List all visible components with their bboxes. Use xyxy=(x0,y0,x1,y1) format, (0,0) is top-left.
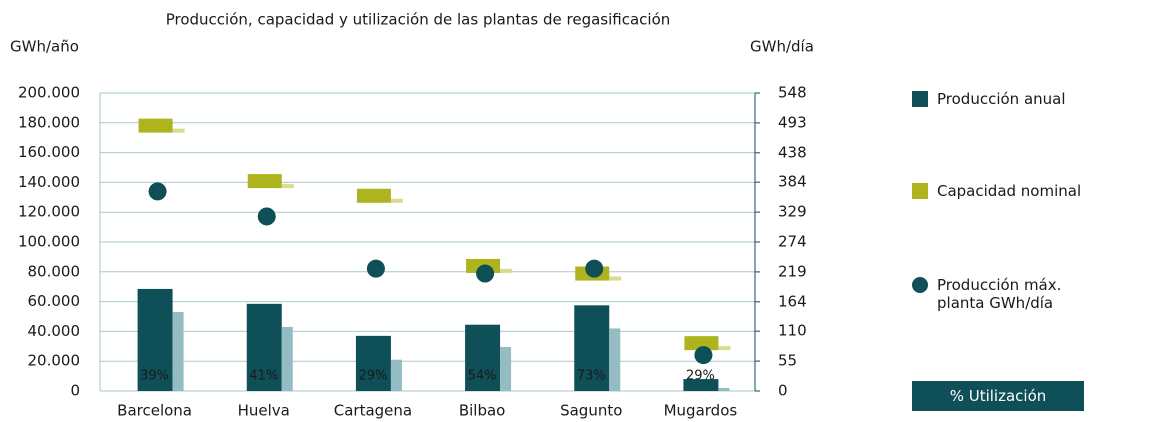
bar xyxy=(718,388,730,391)
x-tick-label: Sagunto xyxy=(560,402,622,420)
max-production-dot xyxy=(476,264,495,283)
y-tick-label: 160.000 xyxy=(18,143,80,161)
bar xyxy=(355,335,391,391)
utilization-label: 39% xyxy=(140,369,169,384)
y-tick-label: 80.000 xyxy=(28,262,81,280)
legend-entry: Producción máx. planta GWh/día xyxy=(912,276,1152,312)
y2-tick-label: 548 xyxy=(778,84,807,102)
y2-tick-label: 438 xyxy=(778,143,807,161)
capacity-shadow xyxy=(281,184,294,189)
capacity-shadow xyxy=(390,198,403,203)
legend-utilization: % Utilización xyxy=(912,381,1084,411)
utilization-label: 54% xyxy=(468,369,497,384)
capacity-marker xyxy=(356,188,391,203)
x-tick-label: Huelva xyxy=(238,402,290,420)
legend-swatch xyxy=(912,183,928,199)
capacity-shadow xyxy=(609,276,622,281)
max-production-dot xyxy=(694,346,713,365)
y2-tick-label: 110 xyxy=(778,322,807,340)
bar xyxy=(574,305,610,391)
capacity-marker xyxy=(138,118,173,133)
capacity-marker xyxy=(247,174,282,189)
x-tick-label: Barcelona xyxy=(117,402,192,420)
max-production-dot xyxy=(148,182,167,201)
y2-tick-label: 384 xyxy=(778,173,807,191)
bar xyxy=(609,328,621,391)
utilization-label: 29% xyxy=(358,369,387,384)
utilization-label: 29% xyxy=(686,369,715,384)
y-tick-label: 140.000 xyxy=(18,173,80,191)
y2-tick-label: 219 xyxy=(778,262,807,280)
y2-tick-label: 0 xyxy=(778,382,788,400)
bar xyxy=(137,288,173,391)
x-tick-label: Cartagena xyxy=(334,402,412,420)
y2-axis-label: GWh/día xyxy=(750,38,814,56)
bar xyxy=(281,326,293,391)
legend-label: Capacidad nominal xyxy=(937,182,1082,200)
max-production-dot xyxy=(257,207,276,226)
utilization-label: 41% xyxy=(249,369,278,384)
legend-swatch xyxy=(912,91,928,107)
max-production-dot xyxy=(366,259,385,278)
y-tick-label: 60.000 xyxy=(28,292,81,310)
bar xyxy=(683,379,719,391)
y-tick-label: 100.000 xyxy=(18,233,80,251)
legend-label: Producción anual xyxy=(937,90,1066,108)
x-tick-label: Mugardos xyxy=(664,402,738,420)
y-tick-label: 0 xyxy=(70,382,80,400)
bar xyxy=(246,303,282,391)
y2-tick-label: 329 xyxy=(778,203,807,221)
capacity-shadow xyxy=(172,128,185,133)
y2-tick-label: 493 xyxy=(778,113,807,131)
max-production-dot xyxy=(585,259,604,278)
capacity-shadow xyxy=(718,346,731,351)
y2-tick-label: 55 xyxy=(778,352,797,370)
y2-tick-label: 274 xyxy=(778,233,807,251)
capacity-marker xyxy=(684,336,719,351)
capacity-shadow xyxy=(500,268,513,273)
legend-entry: Producción anual xyxy=(912,90,1152,108)
y-tick-label: 180.000 xyxy=(18,113,80,131)
y-tick-label: 120.000 xyxy=(18,203,80,221)
legend-entry: Capacidad nominal xyxy=(912,182,1152,200)
legend-label: Producción máx. planta GWh/día xyxy=(937,276,1062,312)
y-tick-label: 40.000 xyxy=(28,322,81,340)
y-tick-label: 20.000 xyxy=(28,352,81,370)
legend-swatch xyxy=(912,277,928,293)
bar xyxy=(465,324,501,391)
y-axis-label: GWh/año xyxy=(10,38,79,56)
bar xyxy=(390,359,402,391)
utilization-label: 73% xyxy=(577,369,606,384)
x-tick-label: Bilbao xyxy=(459,402,506,420)
y-tick-label: 200.000 xyxy=(18,84,80,102)
bar xyxy=(500,347,512,391)
bar xyxy=(172,312,184,391)
y2-tick-label: 164 xyxy=(778,292,807,310)
chart-title: Producción, capacidad y utilización de l… xyxy=(166,11,671,29)
